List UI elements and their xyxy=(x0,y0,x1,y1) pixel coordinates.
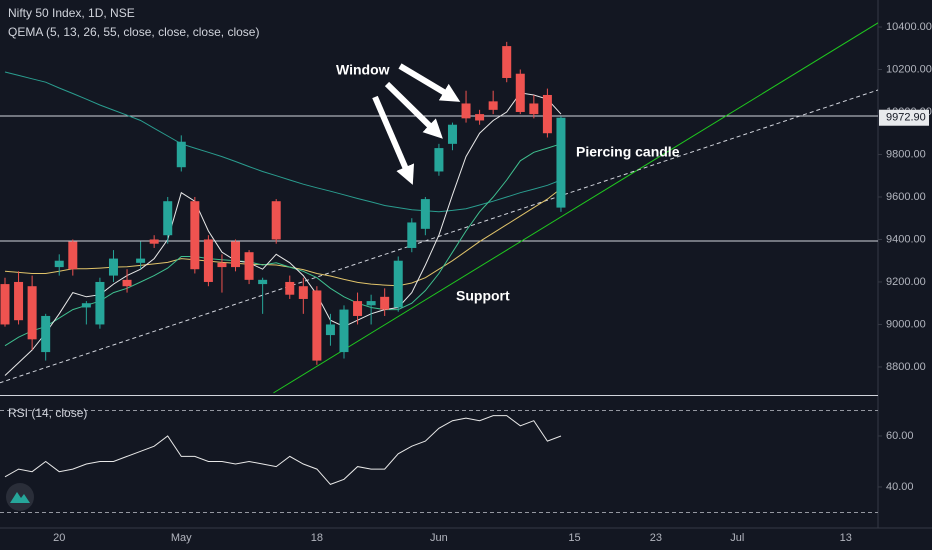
x-tick-label: Jun xyxy=(430,532,448,544)
x-tick-label: 20 xyxy=(53,532,65,544)
candle-body xyxy=(325,324,335,336)
rsi-legend: RSI (14, close) xyxy=(8,406,87,420)
candle-body xyxy=(434,148,444,172)
last-price-box xyxy=(879,109,929,126)
y-tick-label: 9000.00 xyxy=(886,318,926,330)
candle-body xyxy=(461,103,471,119)
candle-body xyxy=(176,141,186,168)
candle-body xyxy=(298,286,308,299)
candle-body xyxy=(515,73,525,112)
candle-body xyxy=(380,296,390,310)
candle-body xyxy=(244,252,254,280)
trend-line xyxy=(0,89,878,384)
candle-body xyxy=(41,315,51,353)
candle-body xyxy=(95,281,105,325)
logo[interactable] xyxy=(6,483,34,511)
candle-body xyxy=(122,279,132,287)
candle-body xyxy=(447,124,457,144)
candle-body xyxy=(149,239,159,244)
candle-body xyxy=(339,309,349,353)
candle-body xyxy=(203,239,213,282)
arrows xyxy=(372,63,461,185)
rsi-line xyxy=(4,415,562,485)
y-tick-label: 8800.00 xyxy=(886,361,926,373)
candle-body xyxy=(54,260,64,268)
candle-body xyxy=(0,284,10,325)
candle-body xyxy=(217,262,227,268)
arrow xyxy=(398,63,461,102)
candle-body xyxy=(258,279,268,285)
candle-body xyxy=(529,103,539,115)
candle-body xyxy=(407,222,417,248)
candle-body xyxy=(108,258,118,276)
x-tick-label: Jul xyxy=(730,532,744,544)
arrow xyxy=(372,95,415,185)
candle-body xyxy=(502,46,512,78)
y-tick-label: 9400.00 xyxy=(886,233,926,245)
annotation: Window xyxy=(336,62,390,78)
candle-body xyxy=(475,114,485,121)
y-tick-label: 9200.00 xyxy=(886,276,926,288)
trend-line xyxy=(273,22,878,394)
candle-body xyxy=(285,281,295,295)
y-tick-label: 9600.00 xyxy=(886,191,926,203)
x-tick-label: 13 xyxy=(840,532,852,544)
moving-average-line xyxy=(4,71,562,213)
candle-body xyxy=(271,201,281,240)
arrow xyxy=(384,81,443,139)
y-tick-label: 10400.00 xyxy=(886,21,932,33)
candle-body xyxy=(488,101,498,110)
candle-body xyxy=(393,260,403,308)
moving-average-line xyxy=(4,188,562,287)
candle-body xyxy=(312,290,322,361)
candle-body xyxy=(556,117,566,208)
x-tick-label: 18 xyxy=(311,532,323,544)
chart-title: Nifty 50 Index, 1D, NSE xyxy=(8,6,135,20)
candle-body xyxy=(81,303,91,308)
candle-body xyxy=(27,286,37,340)
annotation: Piercing candle xyxy=(576,144,680,160)
candle-body xyxy=(366,301,376,306)
candle-body xyxy=(14,281,24,321)
candle-body xyxy=(542,94,552,134)
x-tick-label: 15 xyxy=(568,532,580,544)
rsi-tick-label: 40.00 xyxy=(886,481,914,493)
y-tick-label: 10200.00 xyxy=(886,63,932,75)
x-tick-label: May xyxy=(171,532,192,544)
candle-body xyxy=(353,301,363,316)
rsi-pane xyxy=(0,409,878,513)
axes: 8800.00 9000.00 9200.00 9400.00 9600.00 9800.… xyxy=(53,21,932,544)
last-price-label: 9972.90 xyxy=(886,112,926,124)
x-tick-label: 23 xyxy=(650,532,662,544)
candle-body xyxy=(68,241,78,270)
candle-body xyxy=(231,241,241,268)
annotation: Support xyxy=(456,288,510,304)
candle-body xyxy=(136,258,146,263)
candle-body xyxy=(163,201,173,236)
rsi-tick-label: 60.00 xyxy=(886,430,914,442)
y-tick-label: 9800.00 xyxy=(886,148,926,160)
logo-icon[interactable] xyxy=(10,492,30,503)
main-pane xyxy=(0,22,878,394)
indicator-legend: QEMA (5, 13, 26, 55, close, close, close… xyxy=(8,25,259,39)
candle-body xyxy=(420,199,430,229)
candle-body xyxy=(190,201,200,270)
